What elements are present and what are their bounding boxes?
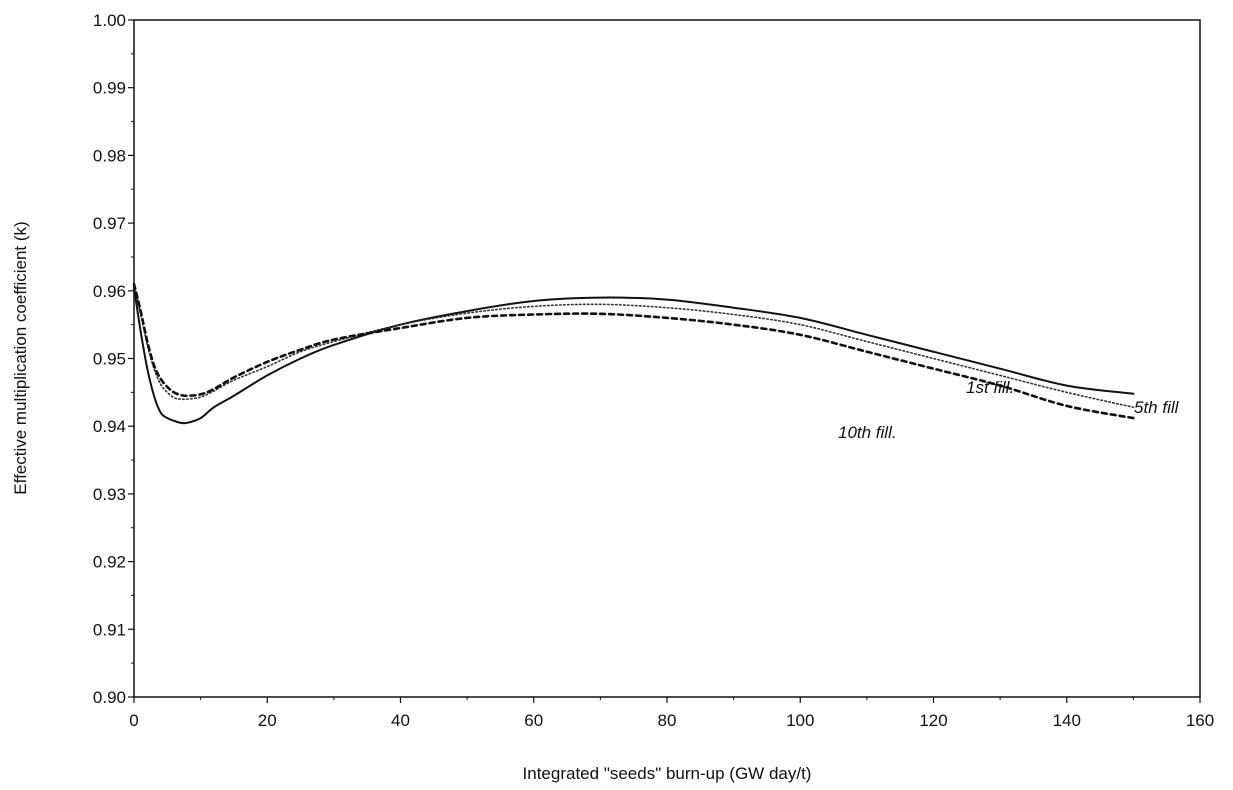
series-1st-fill-line [133, 286, 1135, 425]
y-tick-label: 0.91 [93, 620, 126, 639]
series-layer [132, 282, 1135, 425]
x-tick-label: 120 [919, 711, 947, 730]
series-5th-fill-line [133, 283, 1135, 409]
x-tick-label: 80 [658, 711, 677, 730]
y-tick-label: 1.00 [93, 11, 126, 30]
y-tick-label: 0.93 [93, 485, 126, 504]
y-tick-label: 0.97 [93, 214, 126, 233]
y-tick-label: 0.96 [93, 282, 126, 301]
y-tick-label: 0.99 [93, 79, 126, 98]
plot-frame [133, 19, 1201, 698]
x-tick-label: 40 [391, 711, 410, 730]
x-tick-label: 140 [1053, 711, 1081, 730]
x-tick-label: 20 [258, 711, 277, 730]
y-tick-label: 0.94 [93, 417, 126, 436]
y-tick-label: 0.90 [93, 688, 126, 707]
x-tick-label: 160 [1186, 711, 1214, 730]
y-tick-label: 0.95 [93, 350, 126, 369]
x-tick-label: 0 [129, 711, 138, 730]
y-axis-ticks: 0.90 0.91 0.92 0.93 0.94 0.95 0.96 0.97 0.98 0.99… [93, 11, 134, 707]
x-tick-label: 60 [524, 711, 543, 730]
series-label-1st-fill: 1st fill. [966, 378, 1014, 397]
x-axis-title: Integrated "seeds" burn-up (GW day/t) [523, 764, 812, 783]
x-tick-label: 100 [786, 711, 814, 730]
series-10th-fill-line [132, 282, 1135, 420]
series-label-10th-fill: 10th fill. [838, 423, 897, 442]
series-label-5th-fill: 5th fill [1134, 398, 1180, 417]
y-tick-label: 0.92 [93, 553, 126, 572]
x-axis-ticks: 0 20 40 60 80 100 120 140 160 [129, 697, 1214, 730]
y-tick-label: 0.98 [93, 146, 126, 165]
y-axis-title: Effective multiplication coefficient (k) [11, 221, 30, 494]
